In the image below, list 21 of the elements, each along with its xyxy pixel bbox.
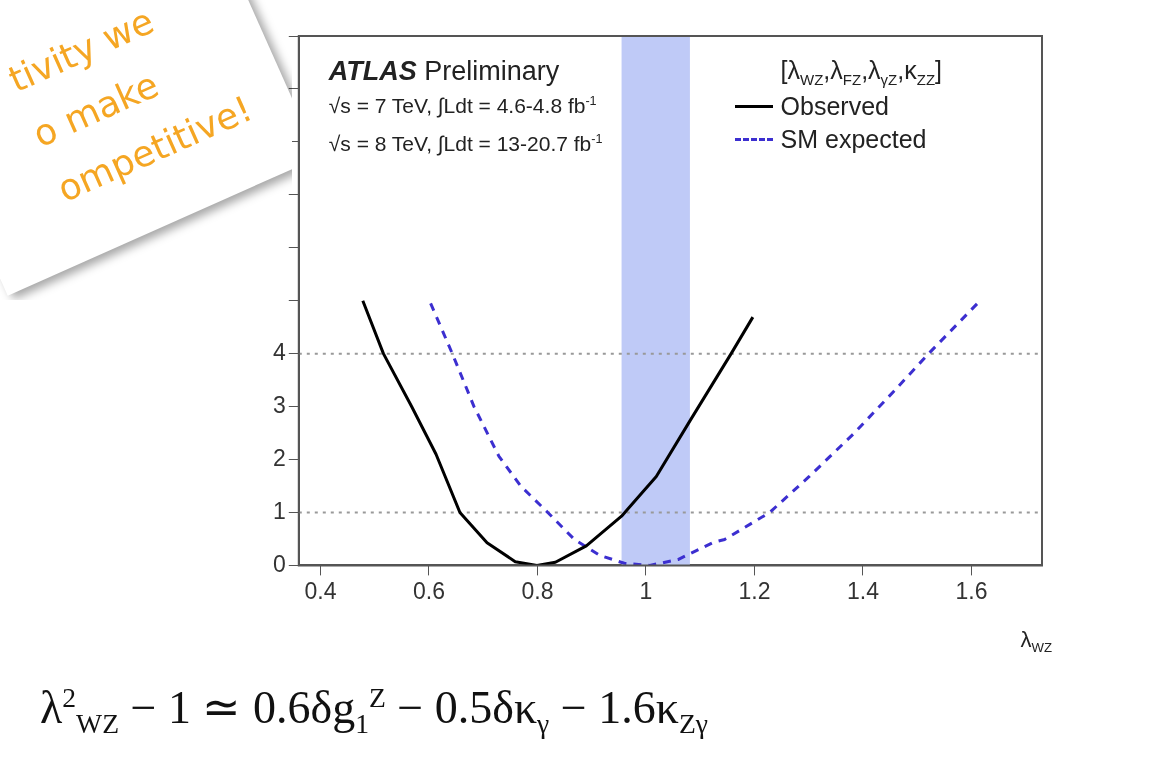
x-tick-label: 1.6 xyxy=(955,577,988,604)
x-tick-label: 0.6 xyxy=(413,577,445,604)
y-tick-label: 2 xyxy=(272,444,286,471)
x-tick-label: 0.4 xyxy=(304,577,337,604)
x-tick-label: 1.2 xyxy=(738,577,771,604)
y-tick-label: 0 xyxy=(272,550,286,577)
line-series xyxy=(429,300,981,566)
x-tick-label: 1.4 xyxy=(846,577,880,604)
x-tick-label: 1 xyxy=(639,577,653,604)
annotation: √s = 7 TeV, ∫Ldt = 4.6-4.8 fb$^{-1}$ xyxy=(328,94,597,118)
annotation: √s = 8 TeV, ∫Ldt = 13-20.7 fb$^{-1}$ xyxy=(328,132,603,156)
y-tick-label: 1 xyxy=(272,497,286,524)
annotation: ATLAS Preliminary xyxy=(328,56,560,87)
text: λ$^{2}$$_{WZ}$ − 1 ≃ 0.6δg$_{1}$$^{Z}$ − 0.5δκ$_{γ}$ − 1.6κ$_{Zγ}$ xyxy=(40,681,708,740)
legend-label: SM expected xyxy=(780,125,927,154)
legend-label: Observed xyxy=(780,92,889,121)
y-tick-label: 3 xyxy=(272,391,286,418)
x-axis-title: λ$_{WZ}$ xyxy=(1020,627,1052,656)
y-tick-label: 4 xyxy=(272,338,286,365)
x-tick-label: 0.8 xyxy=(521,577,554,604)
text: [λ$_{WZ}$,λ$_{FZ}$,λ$_{γZ}$,κ$_{ZZ}$] xyxy=(780,56,942,88)
